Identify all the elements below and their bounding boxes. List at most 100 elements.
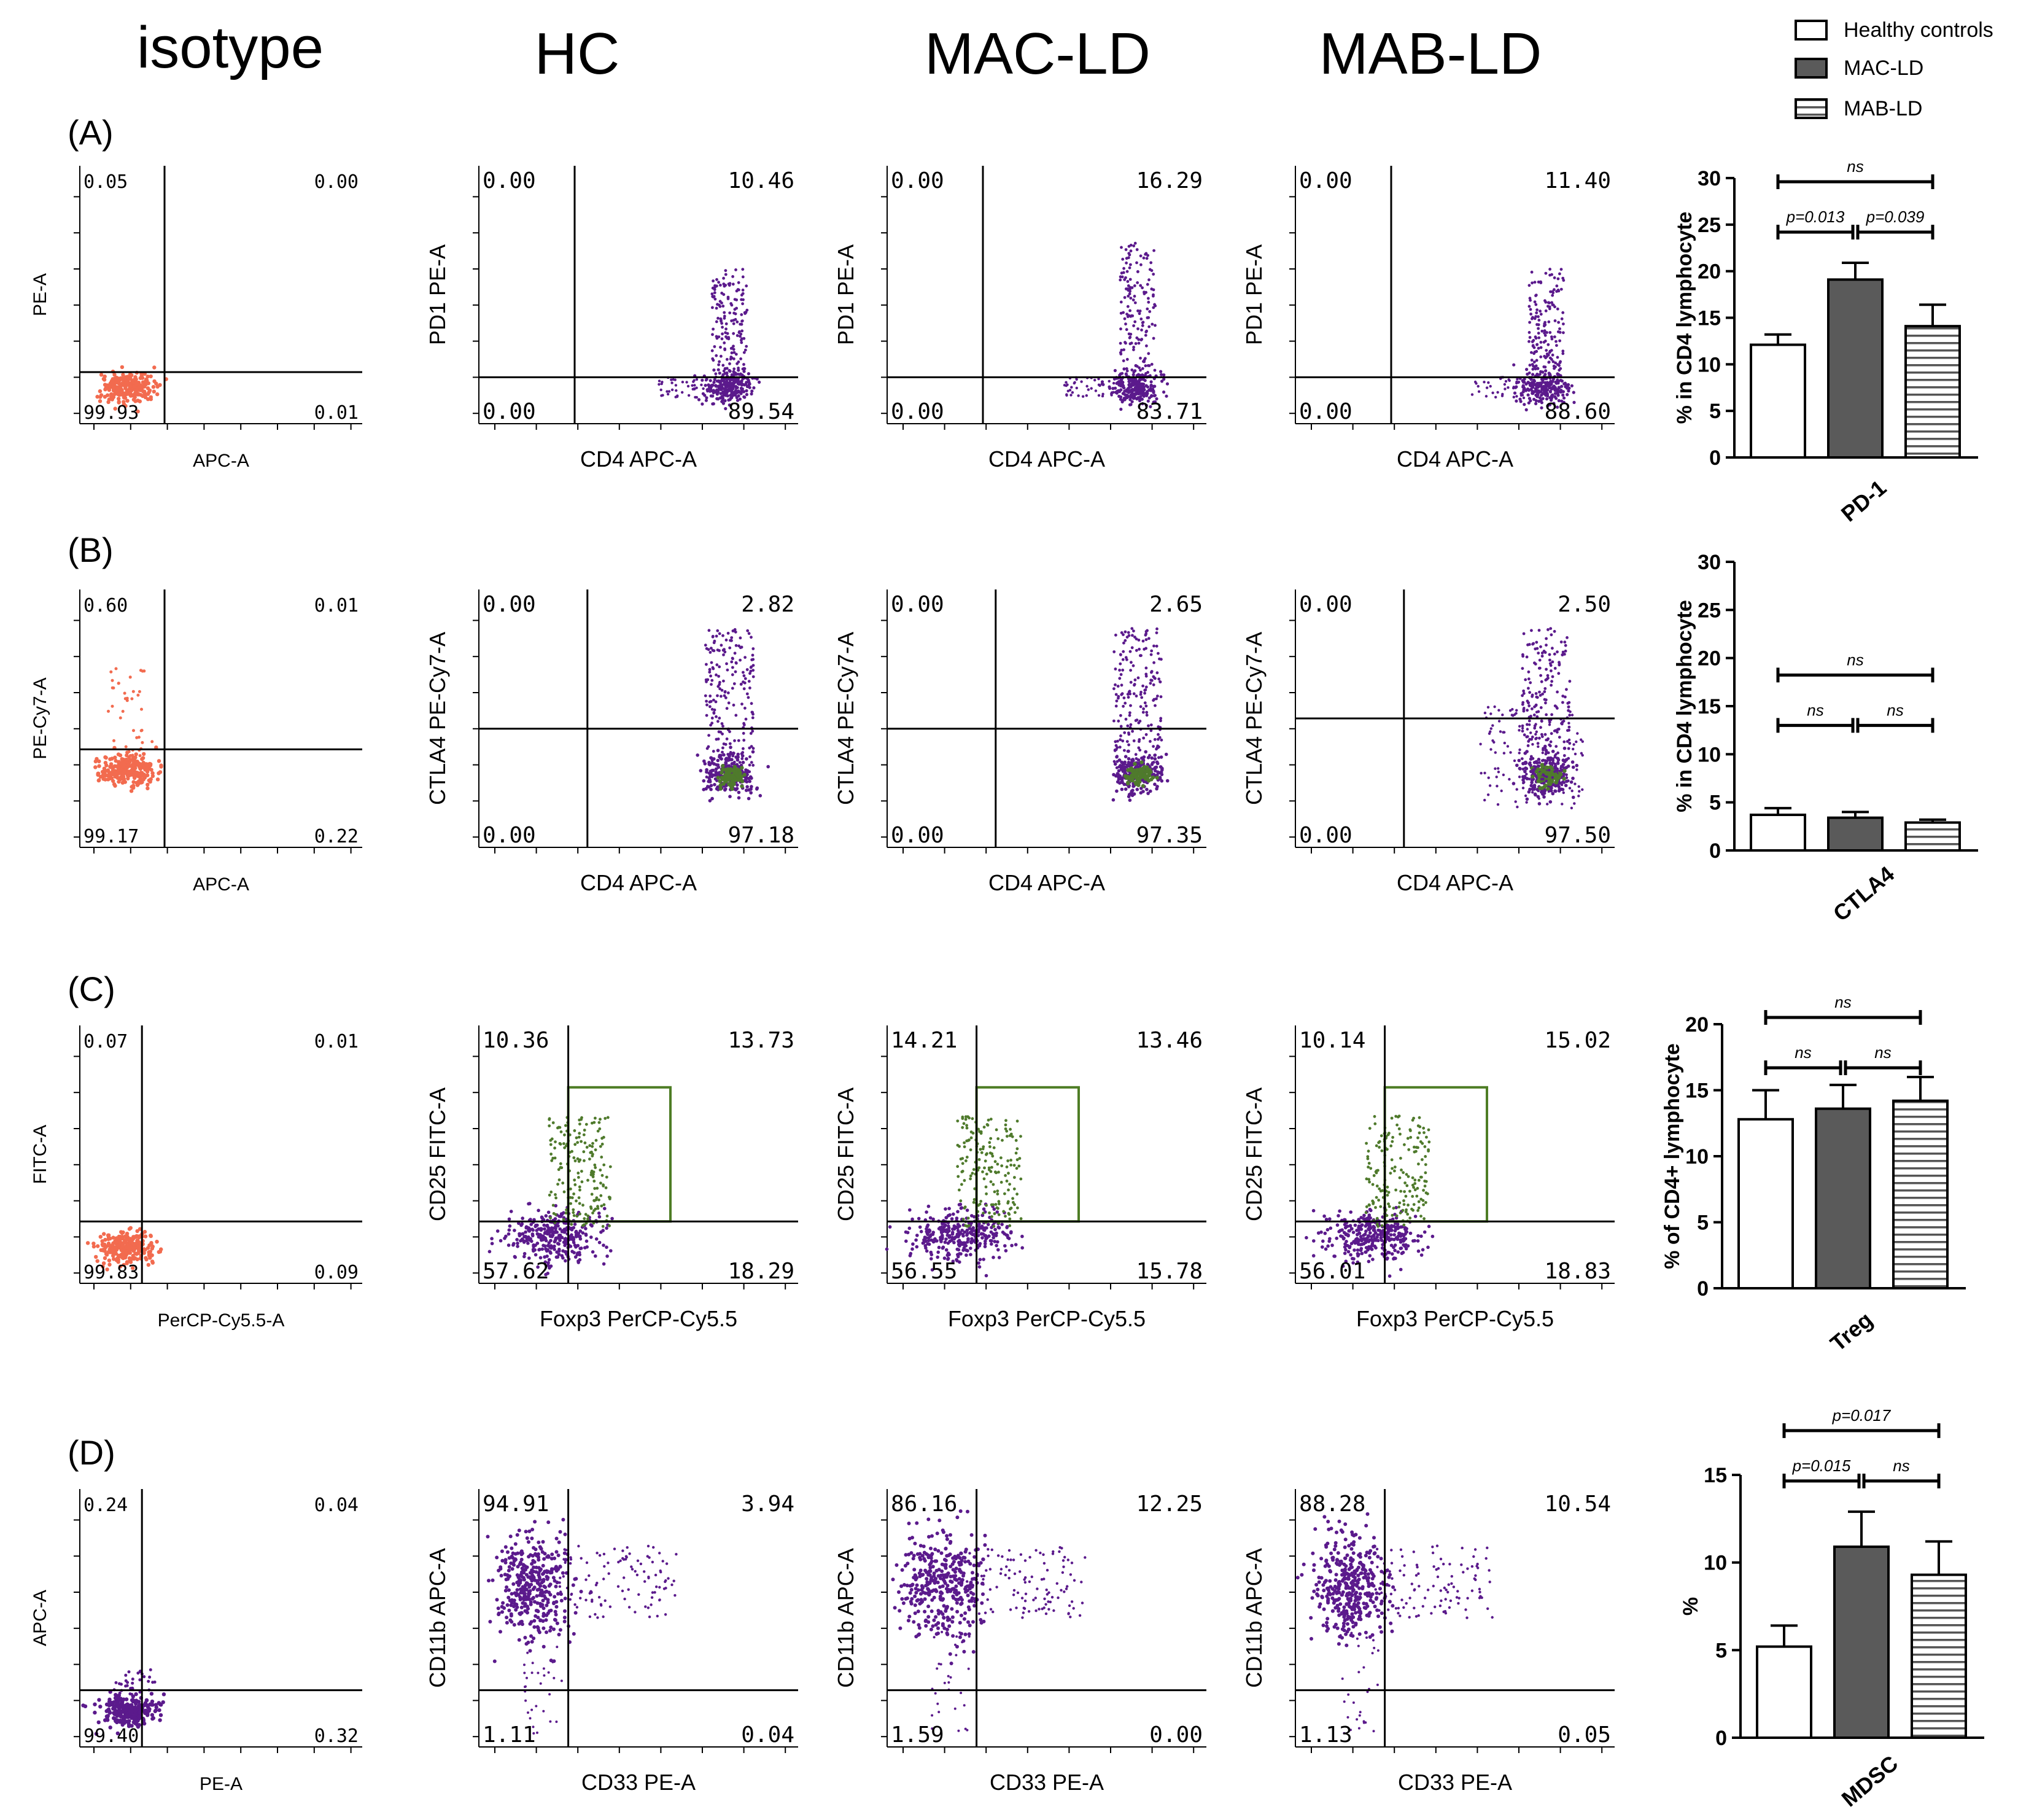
cell-event <box>94 1254 98 1259</box>
cell-event <box>591 1141 594 1145</box>
cell-event <box>729 396 732 400</box>
cell-event <box>1521 729 1524 733</box>
cell-event <box>132 384 136 389</box>
cell-event <box>1535 776 1538 779</box>
cell-event <box>1529 755 1533 758</box>
cell-event <box>1570 806 1574 810</box>
cell-event <box>732 322 735 325</box>
cell-event <box>1497 720 1501 723</box>
cell-event <box>1138 366 1141 370</box>
cell-event <box>717 363 720 367</box>
cell-event <box>740 341 743 344</box>
cell-event <box>1510 714 1513 717</box>
cell-event <box>945 1253 950 1257</box>
cell-event <box>748 746 751 750</box>
cell-event <box>140 707 143 711</box>
cell-event <box>723 694 726 698</box>
cell-event <box>729 785 734 789</box>
cell-event <box>1108 386 1112 391</box>
cell-event <box>718 680 721 684</box>
cell-event <box>1157 677 1161 681</box>
cell-event <box>113 406 117 411</box>
cell-event <box>601 1224 605 1228</box>
cell-event <box>1534 399 1538 403</box>
cell-event <box>947 1226 951 1230</box>
cell-event <box>602 1135 605 1139</box>
quadrant-ur: 2.65 <box>1149 592 1203 617</box>
cell-event <box>1515 395 1518 398</box>
cell-event <box>581 1204 584 1207</box>
cell-event <box>1146 756 1151 760</box>
cell-event <box>111 387 116 391</box>
cell-event <box>1496 785 1499 788</box>
cell-event <box>131 1237 135 1242</box>
cell-event <box>157 759 161 763</box>
cell-event <box>1534 692 1538 695</box>
cell-event <box>549 1244 553 1248</box>
cell-event <box>737 383 741 386</box>
cell-event <box>904 1239 908 1243</box>
cell-event <box>1545 389 1548 394</box>
cell-event <box>1101 392 1104 395</box>
cell-event <box>718 305 722 308</box>
cell-event <box>714 767 718 771</box>
cell-event <box>573 1223 577 1226</box>
quadrant-ul: 10.36 <box>483 1028 549 1053</box>
cell-event <box>1562 777 1566 781</box>
cell-event <box>544 1239 548 1243</box>
cell-event <box>741 292 745 295</box>
cell-event <box>1119 662 1122 666</box>
cell-event <box>1125 367 1128 370</box>
cell-event <box>1128 382 1131 386</box>
cell-event <box>1147 724 1150 728</box>
cell-event <box>728 311 732 314</box>
cell-event <box>1551 776 1554 779</box>
cell-event <box>1122 367 1126 371</box>
cell-event <box>1550 732 1553 735</box>
cell-event <box>573 1143 577 1146</box>
cell-event <box>732 381 735 384</box>
cell-event <box>530 1227 534 1231</box>
cell-event <box>145 769 150 774</box>
cell-event <box>122 1262 126 1267</box>
cell-event <box>724 327 728 331</box>
cell-event <box>1566 740 1569 743</box>
cell-event <box>1140 696 1144 699</box>
cell-event <box>719 317 723 321</box>
cell-event <box>529 1223 533 1226</box>
cell-event <box>1117 394 1121 399</box>
cell-event <box>740 319 744 322</box>
cell-event <box>1550 301 1554 305</box>
cell-event <box>158 770 163 774</box>
cell-event <box>1154 324 1157 327</box>
cell-event <box>121 383 125 387</box>
cell-event <box>1560 721 1563 725</box>
cell-event <box>696 753 699 757</box>
cell-event <box>939 1240 943 1243</box>
cell-event <box>570 1233 573 1237</box>
cell-event <box>752 386 756 390</box>
cell-event <box>745 392 748 397</box>
cell-event <box>133 766 138 771</box>
cell-event <box>1535 359 1539 362</box>
cell-event <box>147 388 152 393</box>
cell-event <box>600 1204 603 1208</box>
cell-event <box>722 282 726 286</box>
cell-event <box>1160 379 1164 383</box>
cell-event <box>1129 403 1133 406</box>
cell-event <box>112 373 117 377</box>
cell-event <box>509 1210 513 1213</box>
cell-event <box>602 1243 605 1247</box>
cell-event <box>1524 408 1528 412</box>
cell-event <box>710 647 713 650</box>
cell-event <box>117 779 121 784</box>
cell-event <box>1141 639 1145 643</box>
cell-event <box>1489 727 1492 730</box>
cell-event <box>1150 649 1154 653</box>
cell-event <box>1509 751 1512 754</box>
cell-event <box>1532 378 1536 382</box>
cell-event <box>1132 392 1136 396</box>
cell-event <box>116 752 121 756</box>
cell-event <box>563 1133 566 1137</box>
cell-event <box>534 1253 538 1257</box>
